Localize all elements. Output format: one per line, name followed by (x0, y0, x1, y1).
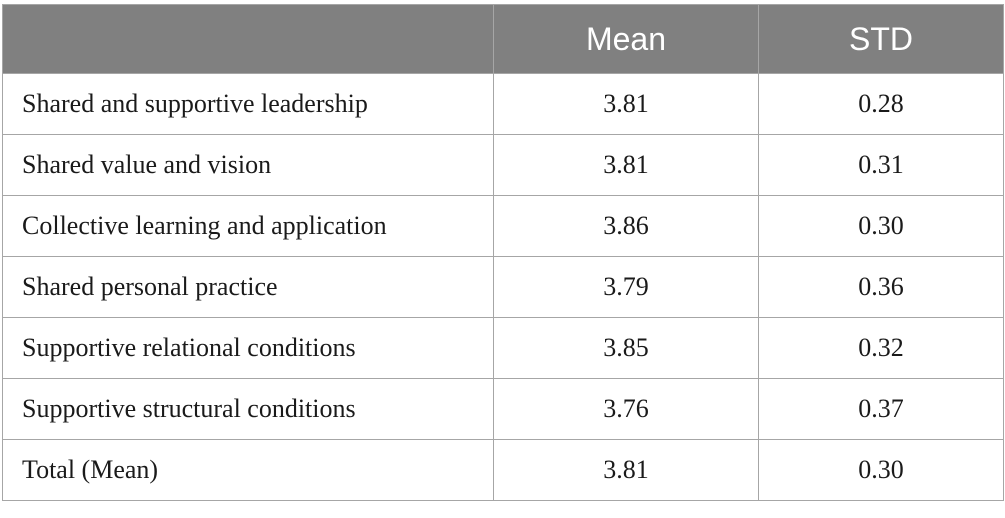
row-label: Supportive relational conditions (2, 317, 494, 379)
row-mean: 3.79 (493, 256, 759, 318)
row-std: 0.30 (758, 439, 1004, 501)
header-row: Mean STD (2, 4, 1004, 74)
row-mean: 3.81 (493, 73, 759, 135)
row-std: 0.28 (758, 73, 1004, 135)
table-row-total: Total (Mean) 3.81 0.30 (2, 439, 1004, 501)
statistics-table: Mean STD Shared and supportive leadershi… (2, 4, 1004, 501)
row-std: 0.36 (758, 256, 1004, 318)
row-label: Collective learning and application (2, 195, 494, 257)
table-row: Supportive relational conditions 3.85 0.… (2, 317, 1004, 379)
row-mean: 3.81 (493, 134, 759, 196)
header-mean: Mean (493, 4, 759, 74)
row-std: 0.31 (758, 134, 1004, 196)
row-mean: 3.86 (493, 195, 759, 257)
row-label: Shared value and vision (2, 134, 494, 196)
row-mean: 3.85 (493, 317, 759, 379)
row-std: 0.32 (758, 317, 1004, 379)
row-mean: 3.81 (493, 439, 759, 501)
header-std: STD (758, 4, 1004, 74)
row-label: Total (Mean) (2, 439, 494, 501)
row-label: Supportive structural conditions (2, 378, 494, 440)
table-row: Supportive structural conditions 3.76 0.… (2, 378, 1004, 440)
row-mean: 3.76 (493, 378, 759, 440)
table-row: Shared personal practice 3.79 0.36 (2, 256, 1004, 318)
row-std: 0.30 (758, 195, 1004, 257)
header-label (2, 4, 494, 74)
row-std: 0.37 (758, 378, 1004, 440)
table-row: Collective learning and application 3.86… (2, 195, 1004, 257)
row-label: Shared personal practice (2, 256, 494, 318)
table-row: Shared value and vision 3.81 0.31 (2, 134, 1004, 196)
row-label: Shared and supportive leadership (2, 73, 494, 135)
table-row: Shared and supportive leadership 3.81 0.… (2, 73, 1004, 135)
